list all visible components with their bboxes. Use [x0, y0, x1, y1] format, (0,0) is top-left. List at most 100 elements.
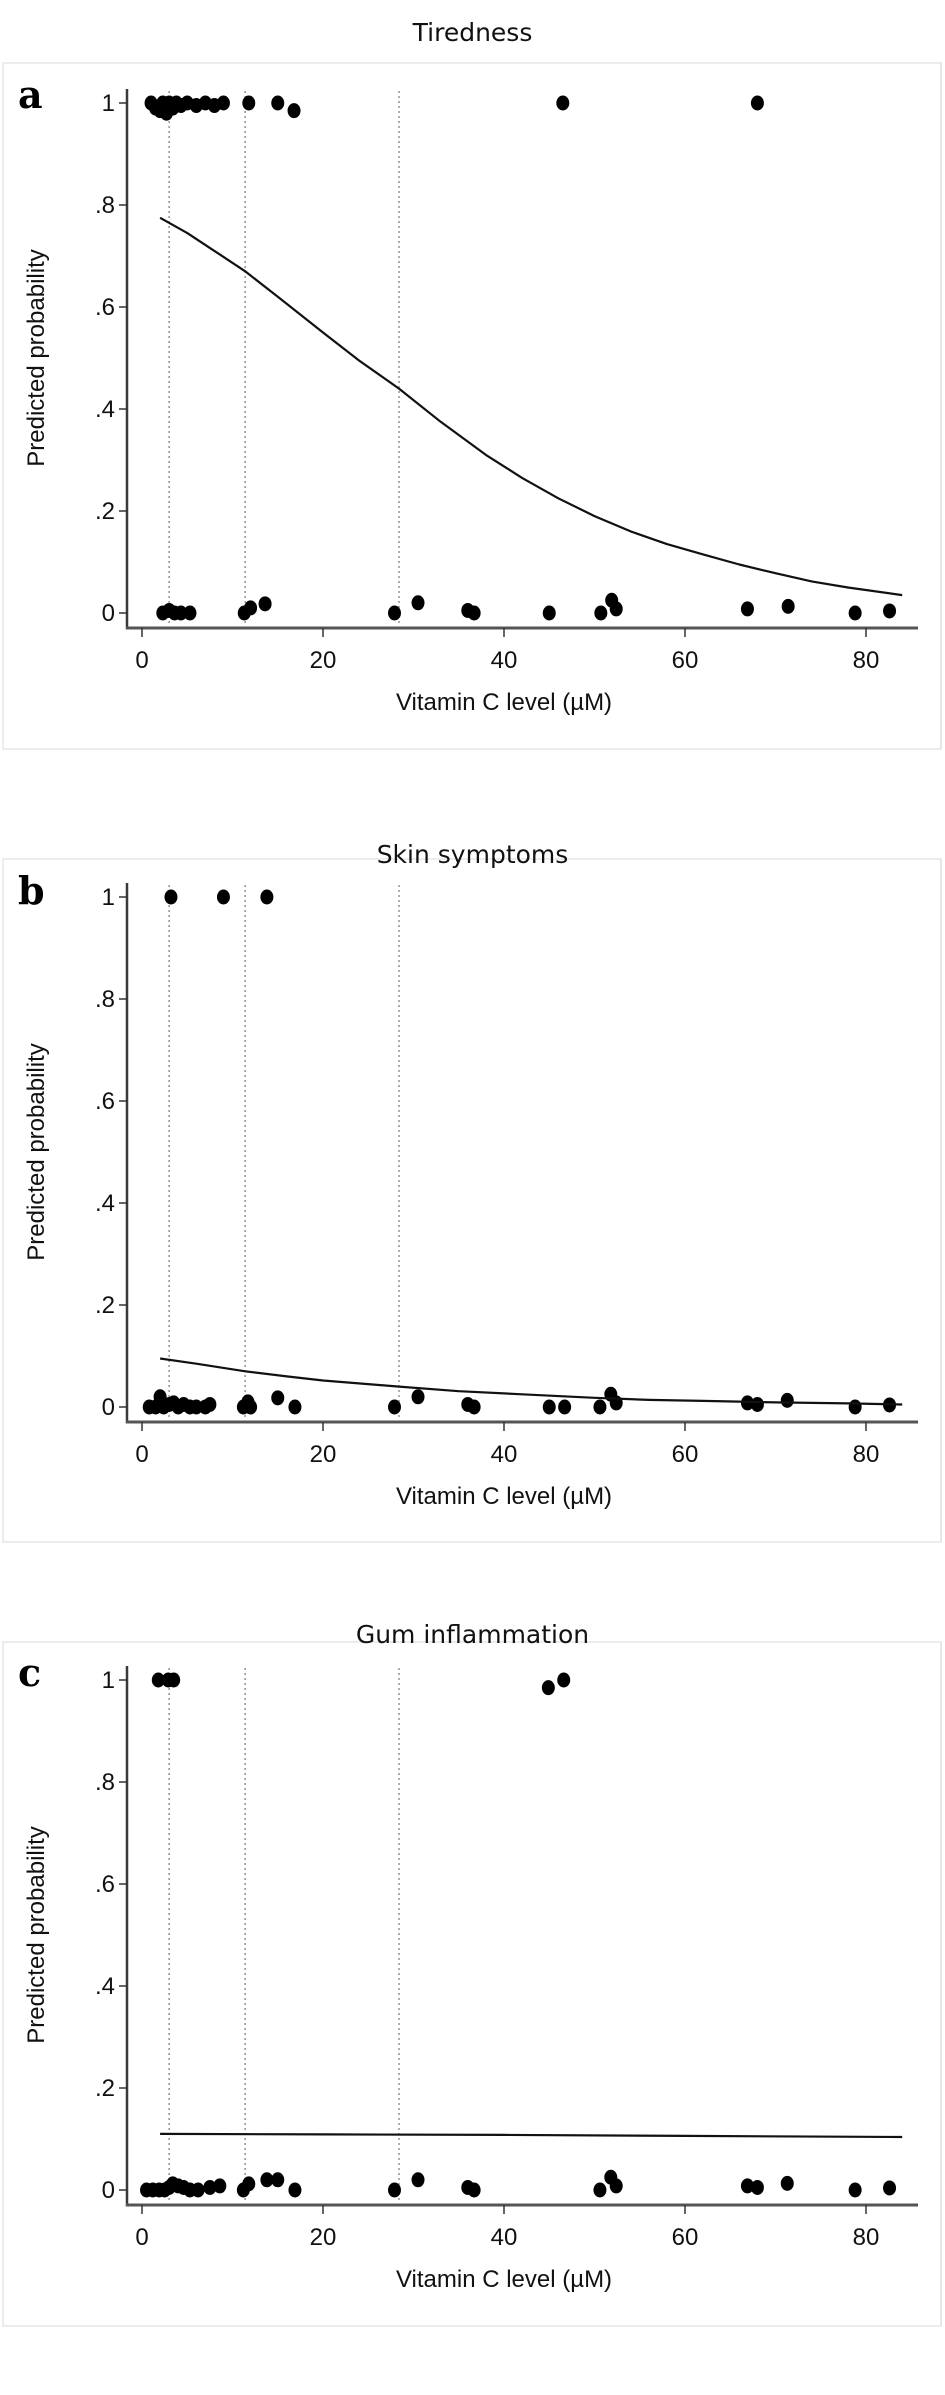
data-point	[244, 600, 258, 616]
data-point	[556, 95, 570, 111]
data-point	[780, 2175, 794, 2191]
predicted-probability-curve	[159, 1357, 903, 1406]
data-point	[557, 1672, 571, 1688]
data-point	[780, 1392, 794, 1408]
y-tick-label: .8	[95, 1769, 115, 1796]
x-axis-title: Vitamin C level (µM)	[396, 2266, 612, 2293]
data-point	[541, 1680, 555, 1696]
x-tick-label: 20	[310, 2224, 337, 2251]
y-tick-label: .8	[95, 192, 115, 219]
y-tick-label: 0	[102, 1394, 115, 1421]
x-tick-label: 60	[672, 1441, 699, 1468]
data-point	[271, 2172, 285, 2188]
data-point	[848, 605, 862, 621]
data-point	[740, 1395, 754, 1411]
data-point	[288, 2182, 302, 2198]
data-point	[609, 2178, 623, 2194]
panel-c-label: c	[18, 1650, 42, 1695]
y-tick-label: .6	[95, 1088, 115, 1115]
data-point	[216, 889, 230, 905]
predicted-probability-curve	[159, 216, 903, 597]
x-tick-label: 60	[672, 2224, 699, 2251]
data-point	[151, 1672, 165, 1688]
x-tick-label: 80	[853, 647, 880, 674]
panel-b-title: Skin symptoms	[376, 840, 569, 869]
data-point	[740, 2178, 754, 2194]
data-point	[740, 601, 754, 617]
panel-c-frame	[2, 1641, 942, 2327]
panel-a-frame	[2, 62, 942, 750]
data-point	[593, 1399, 607, 1415]
data-point	[883, 2180, 897, 2196]
data-point	[213, 2178, 227, 2194]
data-point	[750, 2179, 764, 2195]
x-tick-label: 0	[135, 647, 148, 674]
data-point	[203, 1396, 217, 1412]
predicted-probability-curve	[160, 2132, 903, 2139]
data-point	[164, 889, 178, 905]
data-point	[467, 1399, 481, 1415]
data-point	[271, 95, 285, 111]
data-point	[242, 2176, 256, 2192]
y-tick-label: .2	[95, 1292, 115, 1319]
data-point	[593, 2182, 607, 2198]
data-point	[260, 2172, 274, 2188]
y-tick-label: .2	[95, 498, 115, 525]
y-tick-label: .4	[95, 1973, 115, 2000]
x-tick-label: 40	[491, 647, 518, 674]
data-point	[203, 2179, 217, 2195]
data-point	[750, 1396, 764, 1412]
panel-b-label: b	[18, 868, 45, 913]
data-point	[411, 1389, 425, 1405]
data-point	[467, 2182, 481, 2198]
data-point	[883, 603, 897, 619]
panel-a-title: Tiredness	[412, 18, 533, 47]
x-tick-label: 40	[491, 2224, 518, 2251]
panel-b-frame	[2, 858, 942, 1543]
data-point	[260, 889, 274, 905]
y-tick-label: .4	[95, 1190, 115, 1217]
x-tick-label: 80	[853, 2224, 880, 2251]
data-point	[387, 605, 401, 621]
data-point	[183, 605, 197, 621]
x-tick-label: 20	[310, 647, 337, 674]
x-axis-title: Vitamin C level (µM)	[396, 689, 612, 716]
y-tick-label: .8	[95, 986, 115, 1013]
y-tick-label: 1	[102, 1667, 115, 1694]
y-tick-label: 0	[102, 600, 115, 627]
y-tick-label: 1	[102, 884, 115, 911]
data-point	[411, 595, 425, 611]
data-point	[174, 605, 188, 621]
panel-c-plot: 0 .2 .4 .6 .8 1 0 20 40 60 80 Vitamin C level (µM) P…	[23, 1666, 918, 2293]
data-point	[467, 605, 481, 621]
y-tick-label: .6	[95, 1871, 115, 1898]
x-tick-label: 0	[135, 2224, 148, 2251]
data-point	[848, 1399, 862, 1415]
data-point	[411, 2172, 425, 2188]
data-point	[781, 598, 795, 614]
data-point	[189, 1399, 203, 1415]
y-tick-label: 0	[102, 2177, 115, 2204]
data-point	[258, 596, 272, 612]
x-axis-title: Vitamin C level (µM)	[396, 1483, 612, 1510]
x-tick-label: 40	[491, 1441, 518, 1468]
y-tick-label: .6	[95, 294, 115, 321]
data-point	[750, 95, 764, 111]
data-point	[558, 1399, 572, 1415]
data-point	[242, 95, 256, 111]
y-axis-title: Predicted probability	[23, 1043, 50, 1260]
data-point	[288, 1399, 302, 1415]
data-point	[848, 2182, 862, 2198]
data-point	[387, 2182, 401, 2198]
y-tick-label: .4	[95, 396, 115, 423]
data-point	[167, 1672, 181, 1688]
panel-c-title: Gum inflammation	[355, 1620, 590, 1649]
x-tick-label: 20	[310, 1441, 337, 1468]
x-tick-label: 60	[672, 647, 699, 674]
data-point	[387, 1399, 401, 1415]
data-point	[542, 1399, 556, 1415]
panel-b-plot: 0 .2 .4 .6 .8 1 0 20 40 60 80 Vitamin C level (µM) P…	[23, 883, 918, 1510]
data-point	[271, 1390, 285, 1406]
data-point	[287, 103, 301, 119]
